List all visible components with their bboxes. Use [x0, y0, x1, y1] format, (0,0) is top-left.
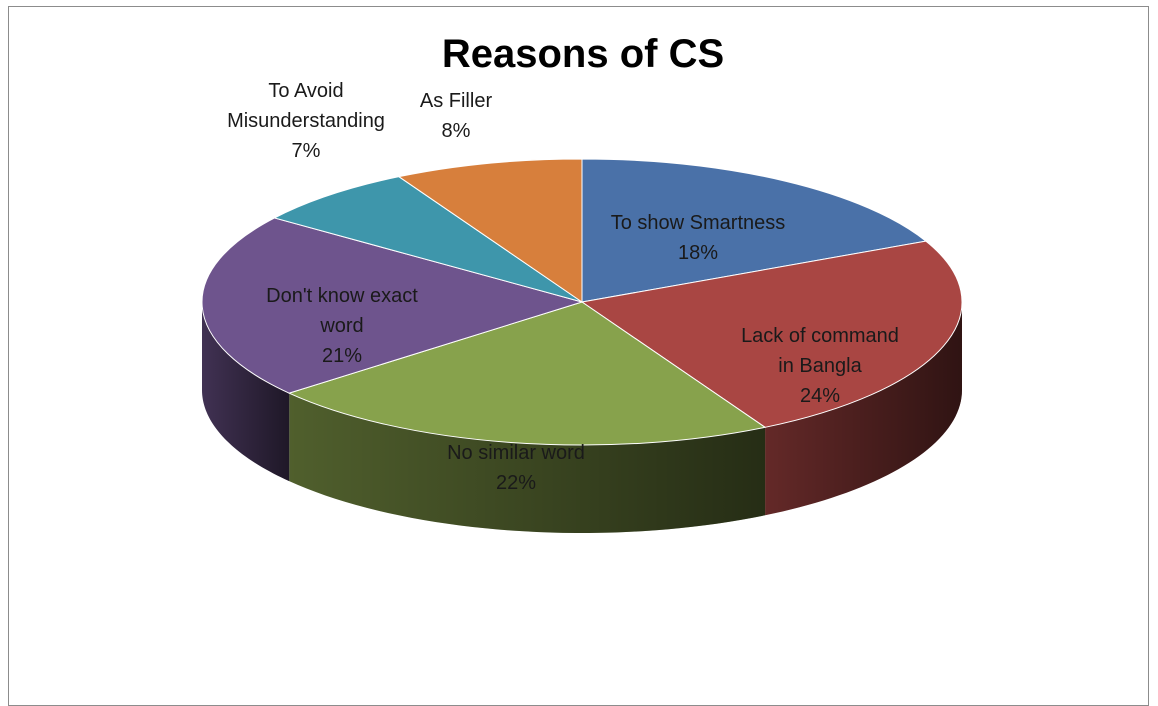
pie-slice-3: [201, 217, 584, 394]
slice-label-4: To Avoid Misunderstanding 7%: [227, 80, 385, 162]
slice-label-5: As Filler 8%: [420, 90, 493, 142]
pie-slice-5: [397, 158, 583, 303]
pie-side-shade-3: [202, 302, 290, 482]
chart-title: Reasons of CS: [441, 32, 725, 76]
slice-label-0: To show Smartness 18%: [611, 212, 786, 264]
pie-slice-4: [273, 176, 583, 303]
pie-chart: To show Smartness 18% Lack of command in Ba…: [201, 80, 963, 533]
slice-label-1: Lack of command in Bangla 24%: [741, 325, 899, 407]
pie-slice-1: [580, 240, 963, 428]
slice-label-2: No similar word 22%: [447, 442, 585, 494]
pie-side-shade-1: [765, 302, 962, 516]
pie-side-shade-2: [289, 393, 766, 533]
pie-slice-0: [581, 158, 928, 303]
slice-label-3: Don't know exact word 21%: [266, 285, 418, 367]
pie-slice-2: [287, 301, 767, 446]
